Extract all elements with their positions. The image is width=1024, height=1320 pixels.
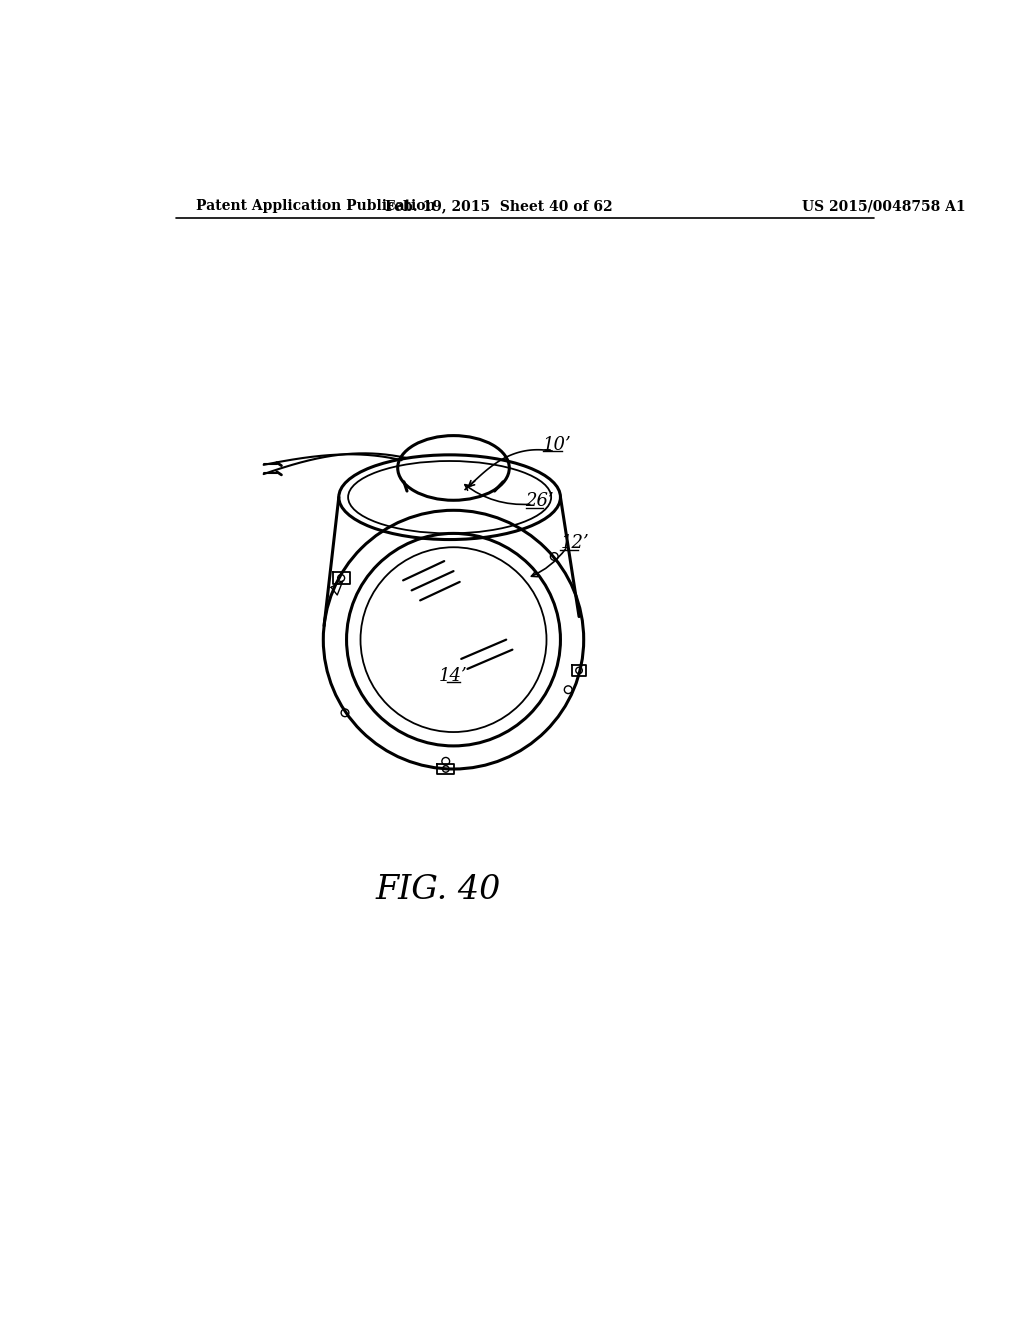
Text: Feb. 19, 2015  Sheet 40 of 62: Feb. 19, 2015 Sheet 40 of 62 — [385, 199, 612, 213]
Text: FIG. 40: FIG. 40 — [376, 874, 501, 906]
Text: 12’: 12’ — [560, 535, 589, 552]
Text: 14’: 14’ — [439, 667, 468, 685]
Text: Patent Application Publication: Patent Application Publication — [197, 199, 436, 213]
Text: 10’: 10’ — [543, 436, 571, 454]
Text: 26’: 26’ — [525, 492, 554, 510]
Text: US 2015/0048758 A1: US 2015/0048758 A1 — [802, 199, 966, 213]
